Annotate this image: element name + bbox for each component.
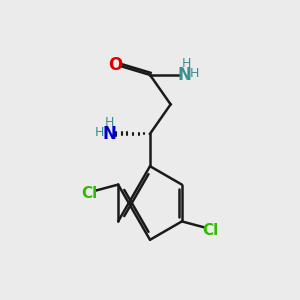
Text: Cl: Cl	[202, 223, 219, 238]
Text: Cl: Cl	[81, 186, 98, 201]
Text: O: O	[108, 56, 122, 74]
Text: N: N	[103, 125, 117, 143]
Text: H: H	[190, 67, 200, 80]
Text: H: H	[105, 116, 114, 129]
Text: N: N	[178, 66, 192, 84]
Text: H: H	[95, 126, 104, 139]
Text: H: H	[182, 57, 191, 70]
